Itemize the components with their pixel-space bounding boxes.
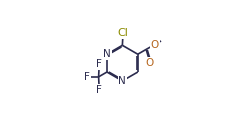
Text: F: F [96, 85, 102, 95]
Text: O: O [145, 58, 153, 68]
Text: Cl: Cl [118, 28, 128, 38]
Text: N: N [103, 49, 111, 59]
Text: N: N [118, 76, 126, 86]
Text: F: F [84, 72, 90, 82]
Text: F: F [96, 59, 102, 69]
Text: O: O [151, 40, 159, 50]
